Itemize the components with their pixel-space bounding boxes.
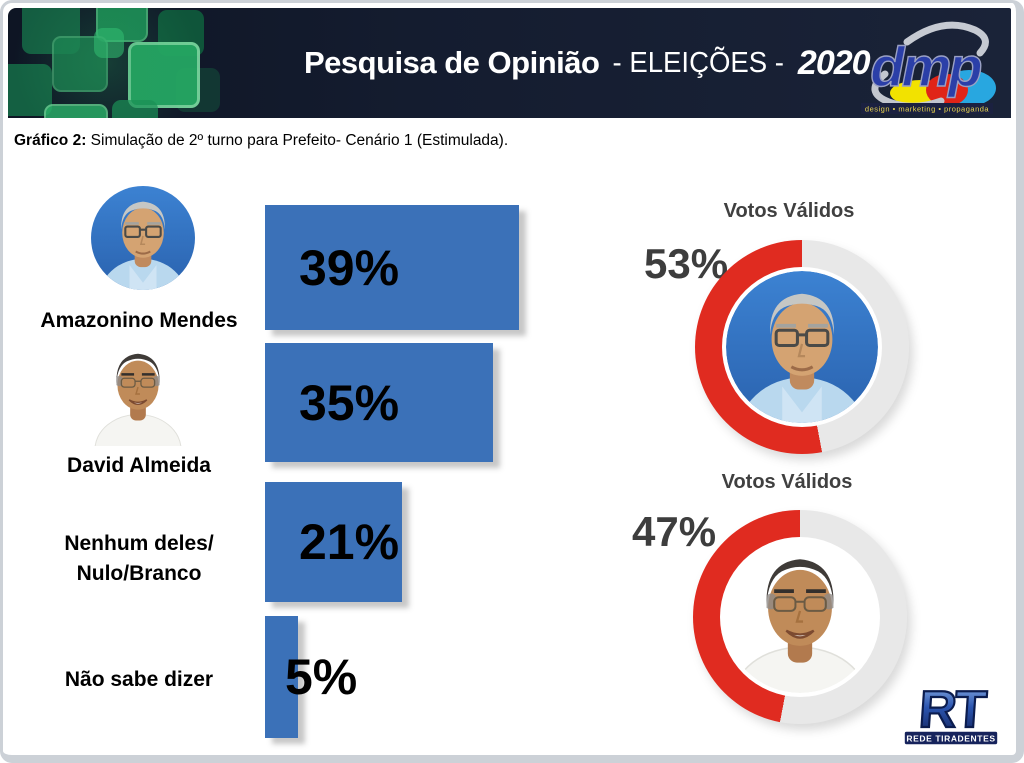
rt-logo-text: RT <box>917 681 989 739</box>
mosaic-tile <box>96 8 148 42</box>
category-label-none: Nenhum deles/ Nulo/Branco <box>19 529 259 589</box>
bar-value-david: 35% <box>299 374 400 431</box>
chart-caption: Gráfico 2: Simulação de 2º turno para Pr… <box>14 132 508 150</box>
bar-dontknow: 5% <box>265 616 357 738</box>
donut-value-david: 47% <box>632 508 717 555</box>
title-separator: - ELEIÇÕES - <box>612 46 785 79</box>
dmp-logo-text: dmp <box>870 35 981 98</box>
donut-photo-david <box>724 541 876 693</box>
bar-none: 21% <box>265 482 402 602</box>
donut-chart-david <box>693 510 907 724</box>
page-title: Pesquisa de Opinião - ELEIÇÕES - 2020 <box>304 8 871 118</box>
mosaic-tile <box>94 28 124 58</box>
dmp-logo: dmp design • marketing • propaganda <box>861 21 996 114</box>
header-banner: Pesquisa de Opinião - ELEIÇÕES - 2020 dm… <box>8 8 1011 118</box>
rt-logo-caption: REDE TIRADENTES <box>906 734 995 744</box>
bar-value-amazonino: 39% <box>299 239 400 296</box>
mosaic-tile <box>8 64 52 116</box>
title-year: 2020 <box>797 43 871 82</box>
rede-tiradentes-logo: RT REDE TIRADENTES <box>903 680 999 746</box>
donut-photo-amazonino <box>726 271 878 423</box>
donut-chart-amazonino <box>695 240 909 454</box>
candidate-name-amazonino: Amazonino Mendes <box>40 309 238 332</box>
donut-title-amazonino: Votos Válidos <box>723 200 855 222</box>
chart-caption-prefix: Gráfico 2: <box>14 132 87 149</box>
mosaic-tile <box>176 68 220 112</box>
bar-value-dontknow: 5% <box>285 649 358 705</box>
bar-amazonino: 39% <box>265 205 519 330</box>
donut-value-amazonino: 53% <box>644 240 729 287</box>
mosaic-tile <box>22 8 80 54</box>
mosaic-tile <box>44 104 108 118</box>
candidate-photo-david <box>89 340 187 446</box>
dmp-tagline: design • marketing • propaganda <box>865 105 989 114</box>
donut-title-david: Votos Válidos <box>721 471 853 493</box>
category-label-none-line1: Nenhum deles/ <box>64 532 214 555</box>
candidate-photo-amazonino <box>91 186 195 290</box>
bar-david: 35% <box>265 343 493 462</box>
bar-value-none: 21% <box>299 514 400 570</box>
category-label-none-line2: Nulo/Branco <box>76 562 202 585</box>
title-main: Pesquisa de Opinião <box>304 45 600 80</box>
chart-caption-text: Simulação de 2º turno para Prefeito- Cen… <box>86 132 509 149</box>
mosaic-tile <box>128 42 200 108</box>
category-label-dontknow: Não sabe dizer <box>64 668 214 691</box>
mosaic-tile <box>112 100 158 118</box>
mosaic-tile <box>158 10 204 56</box>
mosaic-tile <box>52 36 108 92</box>
green-mosaic-decoration <box>8 8 228 118</box>
candidate-name-david: David Almeida <box>67 454 211 477</box>
